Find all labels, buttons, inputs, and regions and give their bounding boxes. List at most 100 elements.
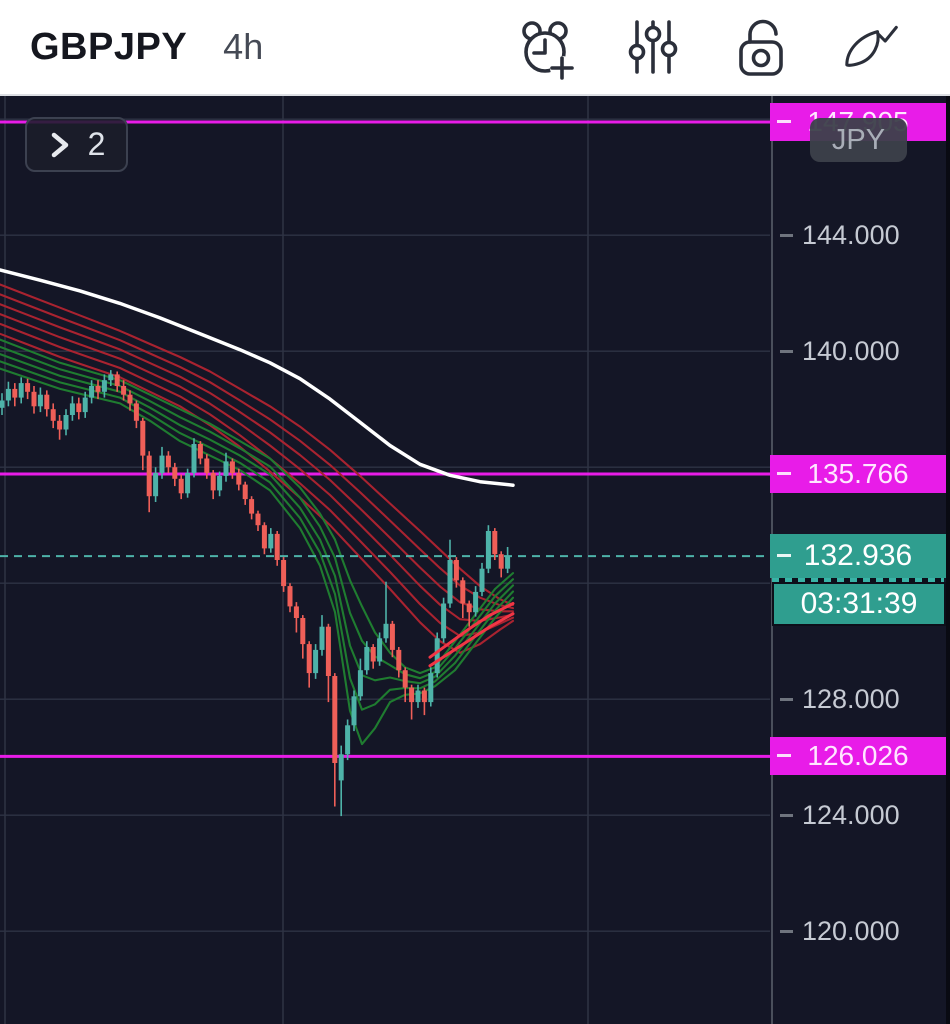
candle-body (466, 603, 472, 613)
candle-body (428, 673, 434, 703)
candle-body (210, 473, 216, 491)
candle-body (319, 626, 325, 650)
candle-body (18, 383, 24, 398)
red-ma-line (0, 303, 515, 613)
candle-body (191, 444, 197, 473)
candle-body (153, 473, 159, 497)
tick-label: 120.000 (802, 916, 900, 946)
tick-label: 124.000 (802, 800, 900, 830)
candle-body (332, 676, 338, 763)
axis-tick: 140.000 (780, 336, 900, 366)
tick-dash (780, 349, 793, 353)
candle-body (505, 555, 511, 569)
candle-body (204, 458, 210, 473)
drawing-tools-button[interactable] (840, 14, 898, 80)
candle-body (108, 374, 114, 381)
red-ma-line (0, 332, 515, 654)
candle-body (453, 560, 459, 581)
candle-body (159, 455, 165, 473)
candle-body (114, 374, 120, 386)
red-ma-line (0, 313, 515, 622)
candle-body (415, 690, 421, 703)
interval-selector[interactable]: 4h (223, 25, 264, 67)
legend-indicator-count: 2 (87, 126, 106, 162)
candle-body (197, 444, 203, 459)
candle-body (12, 388, 18, 398)
candle-body (44, 394, 50, 410)
screen-edge (946, 96, 950, 1024)
axis-tick: 120.000 (780, 916, 900, 946)
axis-tick: 128.000 (780, 684, 900, 714)
candle-body (351, 696, 357, 726)
legend-toggle-button[interactable]: 2 (25, 117, 128, 172)
candle-body (389, 623, 395, 650)
candle-body (325, 626, 331, 676)
candle-body (402, 670, 408, 688)
candle-body (63, 415, 69, 430)
candle-body (37, 394, 43, 407)
candle-body (306, 644, 312, 674)
symbol-title[interactable]: GBPJPY (30, 25, 188, 68)
candle-body (133, 403, 139, 421)
candle-body (242, 484, 248, 500)
candle-body (223, 461, 229, 476)
toolbar-icons (516, 14, 898, 80)
candle-body (485, 531, 491, 569)
candle-body (249, 499, 255, 514)
candle-body (95, 386, 101, 392)
alert-add-icon (522, 21, 574, 80)
current-price-label: 132.936 (770, 534, 946, 578)
green-ma-line (0, 367, 515, 746)
candle-body (185, 473, 191, 494)
brush-check-icon (845, 25, 898, 67)
current-price-gap-dashes (772, 578, 944, 582)
lock-drawings-button[interactable] (732, 14, 790, 80)
candle-body (383, 623, 389, 639)
candle-body (82, 397, 88, 413)
candle-body (377, 638, 383, 662)
axis-tick: 124.000 (780, 800, 900, 830)
candle-body (300, 618, 306, 645)
green-ma-line (0, 360, 515, 711)
signal-ma-line (428, 612, 515, 668)
candle-body (127, 394, 133, 404)
candle-body (140, 420, 146, 456)
signal-ma-line (428, 602, 515, 659)
candle-body (357, 670, 363, 697)
tick-label: 140.000 (802, 336, 900, 366)
candle-body (57, 420, 63, 430)
candle-body (447, 560, 453, 604)
candle-body (313, 649, 319, 674)
candle-body (364, 647, 370, 671)
candle-body (492, 531, 498, 555)
symbol-header: GBPJPY 4h (30, 26, 263, 69)
candle-body (255, 513, 261, 526)
toolbar: GBPJPY 4h (0, 0, 950, 96)
candle-body (441, 603, 447, 639)
candle-body (121, 386, 127, 395)
sliders-icon (628, 20, 678, 74)
price-chart[interactable] (0, 96, 950, 1024)
green-ma-line (0, 345, 515, 680)
candle-body (396, 649, 402, 671)
add-alert-button[interactable] (516, 14, 574, 80)
axis-tick: 144.000 (780, 220, 900, 250)
bar-countdown: 03:31:39 (772, 582, 946, 626)
tick-label: 144.000 (802, 220, 900, 250)
tick-dash (780, 697, 793, 701)
candle-body (165, 455, 171, 468)
candle-body (217, 475, 223, 491)
candle-body (69, 403, 75, 415)
candle-body (281, 560, 287, 587)
price-level-label: 126.026 (770, 737, 946, 775)
candle-body (5, 388, 11, 401)
candle-body (345, 725, 351, 755)
tick-dash (780, 233, 793, 237)
candle-body (479, 568, 485, 592)
candle-body (50, 409, 56, 421)
indicator-settings-button[interactable] (624, 14, 682, 80)
candle-body (274, 533, 280, 560)
candle-body (229, 461, 235, 473)
currency-tooltip: JPY (810, 118, 907, 162)
candle-body (0, 400, 5, 408)
